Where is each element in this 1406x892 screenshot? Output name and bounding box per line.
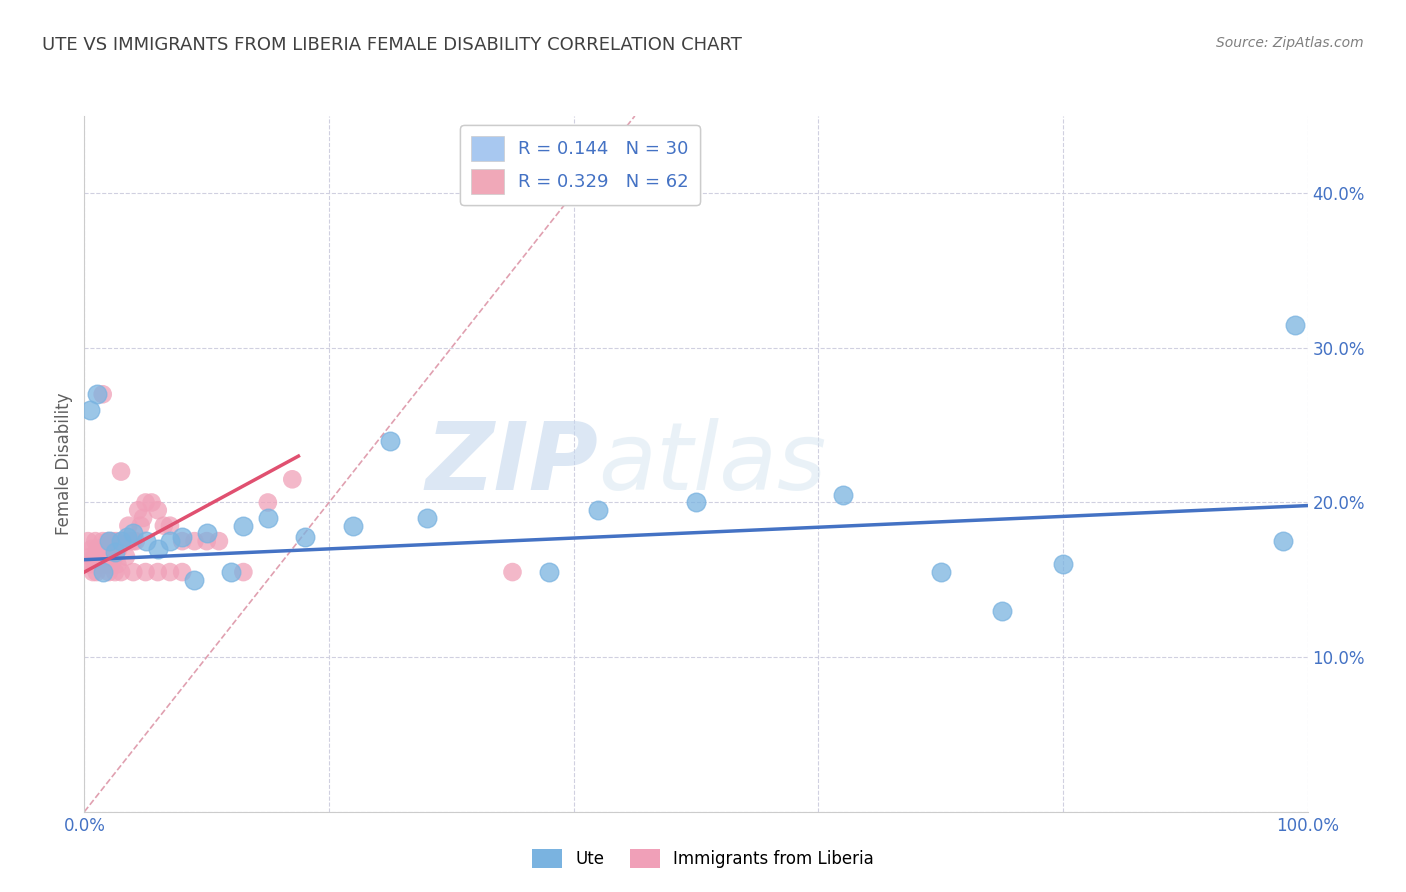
- Point: [141, 495, 163, 509]
- Point: [110, 565, 132, 579]
- Point: [342, 518, 364, 533]
- Point: [91, 534, 114, 549]
- Point: [103, 549, 125, 564]
- Point: [416, 511, 439, 525]
- Point: [183, 573, 205, 587]
- Point: [380, 434, 402, 448]
- Point: [86, 387, 108, 401]
- Point: [122, 526, 145, 541]
- Point: [120, 534, 142, 549]
- Legend: Ute, Immigrants from Liberia: Ute, Immigrants from Liberia: [526, 842, 880, 875]
- Point: [105, 558, 128, 572]
- Text: ZIP: ZIP: [425, 417, 598, 510]
- Point: [125, 534, 148, 549]
- Point: [1272, 534, 1295, 549]
- Point: [990, 604, 1012, 618]
- Point: [281, 472, 304, 486]
- Point: [83, 558, 105, 572]
- Point: [97, 534, 120, 549]
- Point: [91, 565, 114, 579]
- Point: [232, 518, 254, 533]
- Point: [135, 534, 157, 549]
- Point: [685, 495, 707, 509]
- Point: [208, 534, 231, 549]
- Point: [97, 534, 120, 549]
- Point: [146, 541, 169, 556]
- Point: [97, 549, 120, 564]
- Point: [110, 465, 132, 479]
- Point: [1052, 558, 1074, 572]
- Point: [929, 565, 952, 579]
- Point: [100, 558, 122, 572]
- Text: Source: ZipAtlas.com: Source: ZipAtlas.com: [1216, 36, 1364, 50]
- Point: [98, 549, 121, 564]
- Point: [112, 534, 135, 549]
- Point: [183, 534, 205, 549]
- Point: [501, 565, 523, 579]
- Point: [110, 534, 132, 549]
- Point: [122, 565, 145, 579]
- Point: [86, 565, 108, 579]
- Point: [79, 402, 101, 417]
- Point: [100, 541, 122, 556]
- Point: [104, 545, 127, 559]
- Point: [80, 541, 103, 556]
- Point: [153, 518, 176, 533]
- Point: [107, 541, 129, 556]
- Point: [135, 495, 157, 509]
- Point: [159, 518, 181, 533]
- Point: [87, 541, 110, 556]
- Point: [115, 529, 138, 543]
- Point: [77, 534, 100, 549]
- Legend: R = 0.144   N = 30, R = 0.329   N = 62: R = 0.144 N = 30, R = 0.329 N = 62: [460, 125, 700, 205]
- Point: [172, 534, 194, 549]
- Point: [93, 541, 115, 556]
- Point: [86, 549, 108, 564]
- Point: [122, 534, 145, 549]
- Point: [83, 549, 105, 564]
- Point: [91, 549, 114, 564]
- Point: [195, 534, 218, 549]
- Point: [104, 565, 127, 579]
- Point: [195, 526, 218, 541]
- Point: [1284, 318, 1306, 332]
- Point: [87, 558, 110, 572]
- Point: [294, 529, 316, 543]
- Text: UTE VS IMMIGRANTS FROM LIBERIA FEMALE DISABILITY CORRELATION CHART: UTE VS IMMIGRANTS FROM LIBERIA FEMALE DI…: [42, 36, 742, 54]
- Point: [89, 541, 111, 556]
- Point: [831, 488, 853, 502]
- Point: [96, 558, 118, 572]
- Point: [232, 565, 254, 579]
- Point: [79, 549, 101, 564]
- Y-axis label: Female Disability: Female Disability: [55, 392, 73, 535]
- Point: [105, 534, 128, 549]
- Point: [172, 529, 194, 543]
- Point: [127, 503, 149, 517]
- Point: [101, 534, 124, 549]
- Point: [132, 511, 155, 525]
- Point: [257, 511, 280, 525]
- Point: [538, 565, 561, 579]
- Point: [146, 503, 169, 517]
- Point: [129, 518, 152, 533]
- Point: [97, 565, 120, 579]
- Text: atlas: atlas: [598, 418, 827, 509]
- Point: [219, 565, 242, 579]
- Point: [135, 565, 157, 579]
- Point: [77, 558, 100, 572]
- Point: [159, 534, 181, 549]
- Point: [117, 518, 139, 533]
- Point: [257, 495, 280, 509]
- Point: [115, 549, 138, 564]
- Point: [586, 503, 609, 517]
- Point: [146, 565, 169, 579]
- Point: [104, 549, 127, 564]
- Point: [90, 558, 112, 572]
- Point: [84, 534, 107, 549]
- Point: [172, 565, 194, 579]
- Point: [82, 565, 104, 579]
- Point: [159, 565, 181, 579]
- Point: [94, 549, 117, 564]
- Point: [91, 387, 114, 401]
